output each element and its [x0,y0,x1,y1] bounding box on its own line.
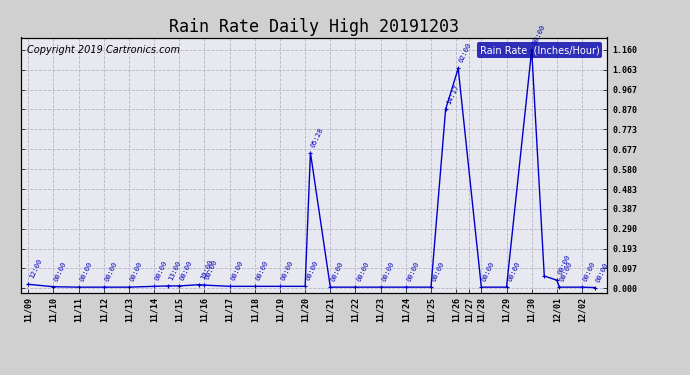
Text: 00:00: 00:00 [154,260,168,282]
Text: 00:00: 00:00 [79,261,93,283]
Text: 13:00: 13:00 [168,260,182,281]
Text: 05:28: 05:28 [310,126,325,148]
Text: 00:00: 00:00 [305,260,319,282]
Text: 00:00: 00:00 [506,261,521,283]
Text: 12:00: 12:00 [28,258,43,280]
Text: 00:00: 00:00 [595,261,609,283]
Text: 00:00: 00:00 [230,260,244,282]
Text: 00:00: 00:00 [204,259,219,280]
Text: 19:00: 19:00 [199,258,214,280]
Text: 00:00: 00:00 [482,261,495,283]
Text: Copyright 2019 Cartronics.com: Copyright 2019 Cartronics.com [26,45,179,55]
Text: 00:00: 00:00 [431,261,446,283]
Text: 14:17: 14:17 [446,83,460,105]
Text: 00:00: 00:00 [179,260,194,281]
Text: 00:00: 00:00 [104,261,118,283]
Text: 00:00: 00:00 [255,260,269,282]
Text: 00:00: 00:00 [129,261,144,283]
Legend: Rain Rate  (Inches/Hour): Rain Rate (Inches/Hour) [477,42,602,58]
Text: 00:00: 00:00 [53,260,68,282]
Text: 00:00: 00:00 [355,261,370,283]
Text: 00:00: 00:00 [331,261,345,283]
Text: 00:00: 00:00 [280,260,295,282]
Text: 00:00: 00:00 [406,261,420,283]
Text: 00:00: 00:00 [557,254,571,276]
Text: 02:00: 02:00 [458,42,473,64]
Text: 00:00: 00:00 [532,24,546,45]
Text: 00:00: 00:00 [582,261,596,283]
Text: 00:00: 00:00 [381,261,395,283]
Text: 00:00: 00:00 [560,261,574,283]
Title: Rain Rate Daily High 20191203: Rain Rate Daily High 20191203 [169,18,459,36]
